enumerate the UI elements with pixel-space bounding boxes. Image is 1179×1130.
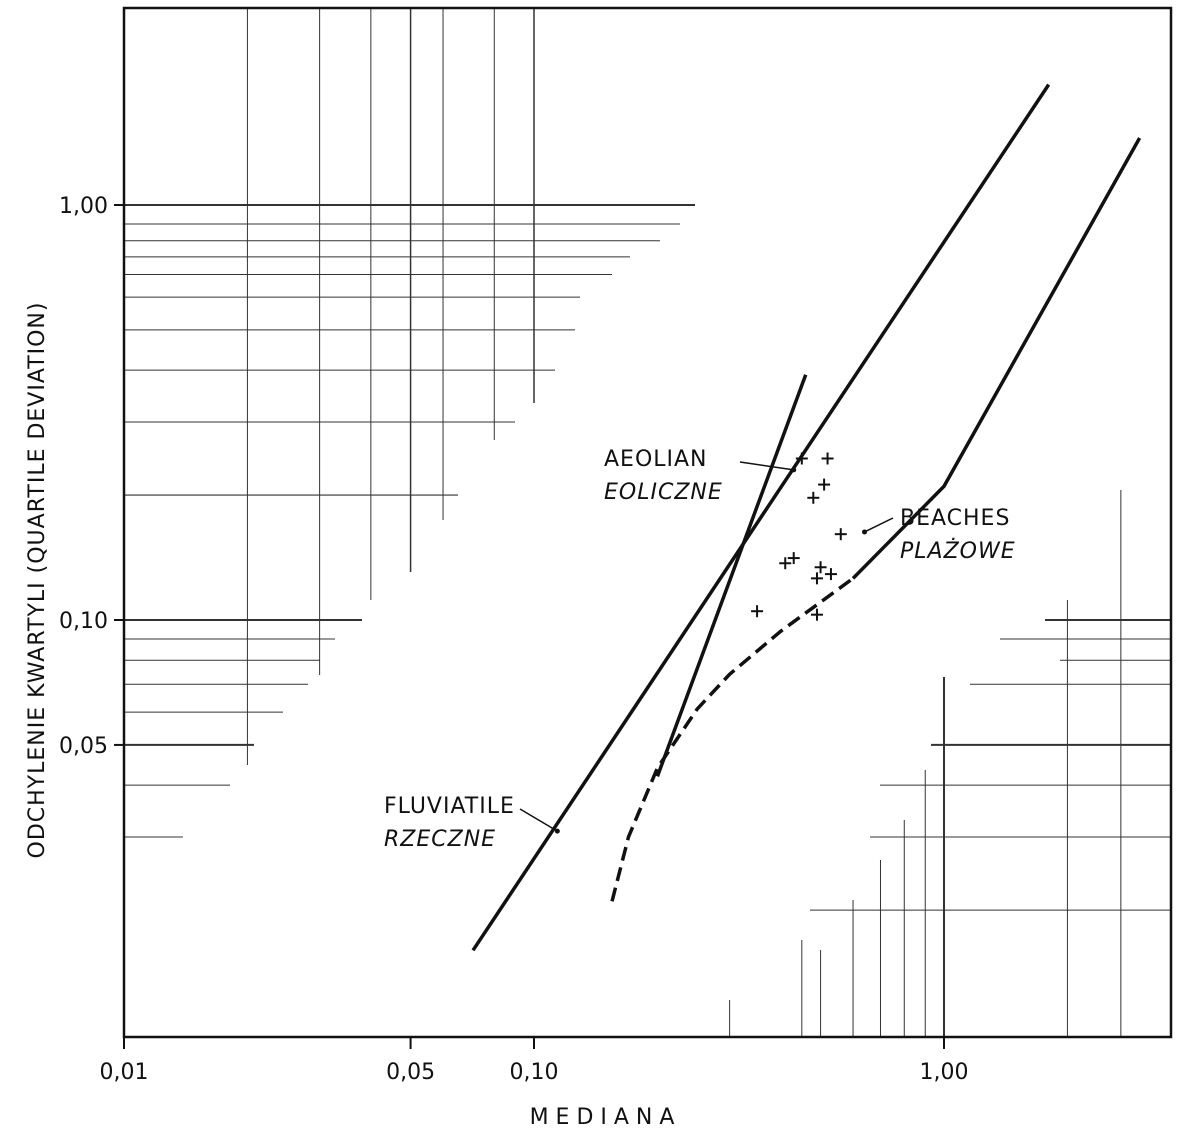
y-tick-label: 0,10 [59,609,108,634]
data-point [795,452,808,465]
data-point [824,568,837,581]
x-tick-label: 0,01 [100,1060,149,1085]
y-tick-label: 0,05 [59,734,108,759]
annotation-label: FLUVIATILE [384,794,515,819]
annotation-label-pl: RZECZNE [384,827,496,852]
annotation-leader [739,461,794,471]
axis-ticks: 0,01 0,05 0,10 1,00 0,05 0,10 1,00 [59,194,968,1085]
series-line-0 [471,83,1051,952]
annotation: AEOLIAN EOLICZNE [604,447,797,505]
series-line-2 [610,576,855,902]
chart-annotations: AEOLIAN EOLICZNE BEACHES PLAŻOWE FLUVIATILE R… [384,447,1016,852]
chart-points [751,452,847,621]
annotation-arrowhead [554,828,560,834]
data-point [821,452,834,465]
annotation-arrowhead [862,529,868,535]
data-point [810,608,823,621]
x-axis-title: M E D I A N A [530,1105,675,1130]
plot-frame [122,6,1173,1039]
series-line-1 [655,374,808,777]
data-point [751,605,764,618]
annotation-leader [519,808,558,832]
annotation-leader [864,517,894,533]
annotation-arrowhead [791,467,797,473]
data-point [810,572,823,585]
x-tick-label: 0,05 [386,1060,435,1085]
data-point [807,491,820,504]
annotation-label: AEOLIAN [604,447,708,472]
data-point [834,528,847,541]
data-point [814,561,827,574]
y-tick-label: 1,00 [59,194,108,219]
annotation: BEACHES PLAŻOWE [862,506,1016,564]
annotation-label-pl: PLAŻOWE [900,538,1016,564]
y-axis-title: ODCHYLENIE KWARTYLI (QUARTILE DEVIATION) [25,302,50,859]
chart-series [471,83,1142,952]
data-point [787,552,800,565]
annotation-label-pl: EOLICZNE [604,480,723,505]
series-line-2 [851,137,1142,580]
data-point [818,478,831,491]
annotation: FLUVIATILE RZECZNE [384,794,560,852]
annotation-label: BEACHES [900,506,1010,531]
x-tick-label: 0,10 [510,1060,559,1085]
data-point [779,557,792,570]
x-tick-label: 1,00 [920,1060,969,1085]
chart-grid [124,8,1171,1037]
